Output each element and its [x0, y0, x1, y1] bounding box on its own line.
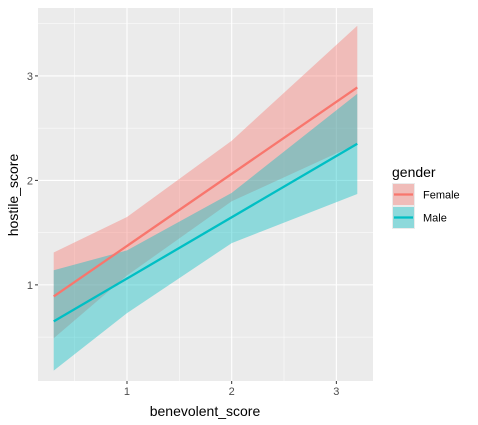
y-axis-title: hostile_score	[5, 154, 21, 237]
line-male	[53, 142, 358, 323]
major-gridlines	[38, 8, 373, 381]
x-tick-label: 2	[229, 386, 235, 398]
y-tick-label: 2	[27, 175, 33, 187]
y-tick-label: 1	[27, 280, 33, 292]
x-tick-label: 3	[333, 386, 339, 398]
legend-title: gender	[392, 164, 436, 180]
legend-label-female: Female	[423, 190, 460, 202]
minor-gridlines	[38, 8, 373, 381]
x-tick-label: 1	[124, 386, 130, 398]
y-tick-label: 3	[27, 71, 33, 83]
ribbon-female	[53, 25, 358, 339]
y-axis-ticks: 1 2 3	[27, 71, 38, 292]
line-female	[53, 86, 358, 298]
plot-panel	[38, 8, 373, 381]
legend-label-male: Male	[423, 213, 447, 225]
x-axis-title: benevolent_score	[150, 403, 261, 419]
legend-keys: Female Male	[392, 183, 460, 229]
x-axis-ticks: 1 2 3	[124, 381, 339, 398]
trend-lines	[53, 86, 358, 323]
legend: gender Female Male	[392, 164, 460, 229]
